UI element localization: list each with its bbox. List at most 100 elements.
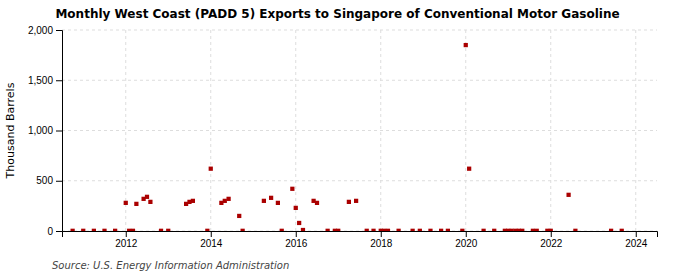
point xyxy=(134,202,138,206)
point xyxy=(209,167,213,171)
point xyxy=(371,229,375,231)
y-tick-label: 500 xyxy=(36,175,53,186)
y-axis-line xyxy=(56,31,63,232)
y-axis: 0 500 1,000 1,500 2,000 xyxy=(28,25,63,237)
point xyxy=(460,229,464,231)
plot: 2012 2014 2016 2018 2020 2022 2024 0 500 1,000 1,5… xyxy=(28,25,658,249)
y-axis-label: Thousand Barrels xyxy=(4,82,17,179)
annotation: Source: U.S. Energy Information Administ… xyxy=(52,260,289,271)
y-tick: 500 xyxy=(36,175,62,186)
y-tick-mark xyxy=(56,181,62,182)
point xyxy=(354,199,358,203)
point xyxy=(347,200,351,204)
grid xyxy=(62,30,657,231)
point xyxy=(535,229,539,231)
point xyxy=(127,229,131,231)
point xyxy=(326,229,330,231)
x-tick: 2014 xyxy=(200,231,223,249)
x-tick-mark xyxy=(126,231,127,237)
point xyxy=(81,229,85,231)
x-tick-mark xyxy=(211,231,212,237)
y-tick-label: 2,000 xyxy=(28,25,53,36)
point xyxy=(492,229,496,231)
point xyxy=(102,229,106,231)
point xyxy=(280,229,284,231)
point xyxy=(386,229,390,231)
point xyxy=(573,229,577,231)
point xyxy=(520,229,524,231)
point xyxy=(510,229,514,231)
point xyxy=(226,197,230,201)
y-tick-mark xyxy=(56,80,62,81)
x-tick: 2024 xyxy=(625,231,648,249)
point xyxy=(411,229,415,231)
point xyxy=(418,229,422,231)
title: Monthly West Coast (PADD 5) Exports to S… xyxy=(55,7,619,21)
point xyxy=(124,201,128,205)
y-tick: 2,000 xyxy=(28,25,62,36)
y-tick: 1,500 xyxy=(28,75,62,86)
x-tick-label: 2018 xyxy=(370,238,393,249)
y-grid-line xyxy=(62,130,657,131)
point xyxy=(241,229,245,231)
y-tick-mark xyxy=(56,231,62,232)
point xyxy=(467,167,471,171)
y-tick: 0 xyxy=(47,226,62,237)
x-grid-line xyxy=(295,30,296,231)
x-tick-mark xyxy=(381,231,382,237)
x-tick-label: 2024 xyxy=(625,238,648,249)
x-tick-label: 2016 xyxy=(285,238,308,249)
point xyxy=(382,229,386,231)
x-grid-line xyxy=(635,30,636,231)
chart: 2012 2014 2016 2018 2020 2022 2024 0 500 1,000 1,5… xyxy=(0,0,675,275)
x-grid-line xyxy=(210,30,211,231)
y-tick-mark xyxy=(56,131,62,132)
point xyxy=(531,229,535,231)
point xyxy=(131,229,135,231)
x-tick-label: 2012 xyxy=(115,238,138,249)
point xyxy=(609,229,613,231)
point xyxy=(145,195,149,199)
x-grid-line xyxy=(465,30,466,231)
y-grid-line xyxy=(62,30,657,31)
x-tick-mark xyxy=(551,231,552,237)
x-tick-label: 2022 xyxy=(540,238,563,249)
y-tick-label: 1,000 xyxy=(28,125,53,136)
y-grid-line xyxy=(62,180,657,181)
point xyxy=(148,200,152,204)
point xyxy=(439,229,443,231)
point xyxy=(294,206,298,210)
x-axis-line xyxy=(63,232,658,238)
point xyxy=(159,229,163,231)
point xyxy=(237,214,241,218)
y-tick-mark xyxy=(56,30,62,31)
point xyxy=(365,229,369,231)
point xyxy=(315,201,319,205)
y-grid-line xyxy=(62,80,657,81)
point xyxy=(290,187,294,191)
point xyxy=(191,199,195,203)
point xyxy=(262,199,266,203)
point xyxy=(549,229,553,231)
point xyxy=(446,229,450,231)
y-tick-label: 0 xyxy=(47,226,53,237)
point xyxy=(396,229,400,231)
point xyxy=(464,43,468,47)
point xyxy=(481,229,485,231)
point xyxy=(297,221,301,225)
point xyxy=(276,201,280,205)
point xyxy=(566,193,570,197)
x-tick: 2022 xyxy=(540,231,563,249)
point xyxy=(223,199,227,203)
x-tick: 2020 xyxy=(455,231,478,249)
point xyxy=(336,229,340,231)
point xyxy=(205,229,209,231)
point xyxy=(428,229,432,231)
x-tick: 2016 xyxy=(285,231,308,249)
x-tick-mark xyxy=(636,231,637,237)
x-tick: 2018 xyxy=(370,231,393,249)
x-grid-line xyxy=(380,30,381,231)
x-tick-label: 2020 xyxy=(455,238,478,249)
x-tick-label: 2014 xyxy=(200,238,223,249)
point xyxy=(620,229,624,231)
